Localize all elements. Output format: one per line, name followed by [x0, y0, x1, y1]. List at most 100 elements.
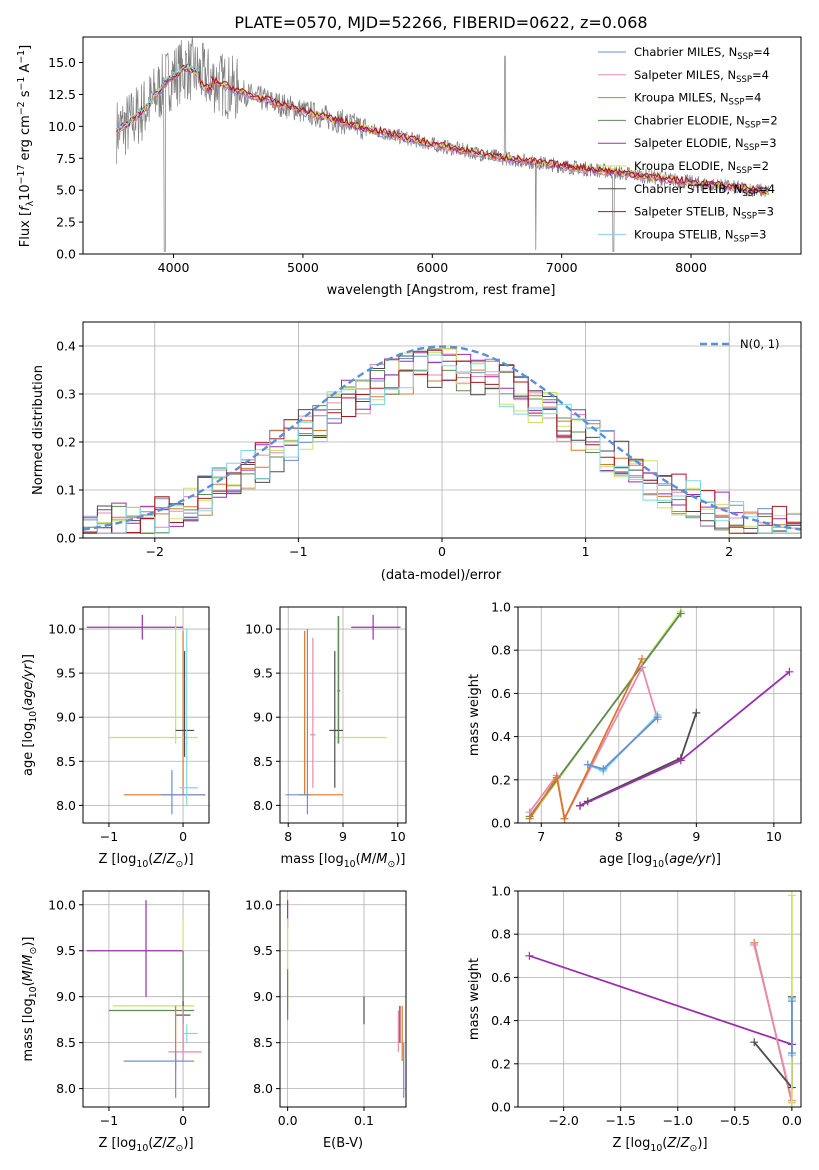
y-tick-label: 0.0 — [56, 531, 76, 546]
y-tick-label: 0.6 — [491, 970, 511, 985]
y-tick-label: 10.0 — [245, 622, 273, 637]
x-tick-label: 9 — [692, 829, 700, 844]
y-tick-label: 8.0 — [253, 798, 273, 813]
legend-label: Kroupa STELIB, NSSP=3 — [634, 227, 766, 244]
y-tick-label: 8.5 — [253, 1035, 273, 1050]
axes-frame — [517, 890, 802, 1108]
x-axis-label: Z [log10(Z/Z⊙)] — [98, 852, 193, 870]
y-tick-label: 8.0 — [56, 1081, 76, 1096]
x-tick-label: 8000 — [675, 260, 707, 275]
y-tick-label: 10.0 — [245, 897, 273, 912]
y-tick-label: 0.2 — [491, 1056, 511, 1071]
y-tick-label: 9.0 — [253, 710, 273, 725]
x-tick-label: 7 — [537, 829, 545, 844]
y-tick-label: 9.5 — [56, 943, 76, 958]
y-axis-label: mass weight — [467, 958, 482, 1040]
data-point — [787, 891, 796, 900]
y-tick-label: 15.0 — [48, 55, 76, 70]
series-line — [528, 612, 682, 818]
y-tick-label: 12.5 — [48, 87, 76, 102]
y-tick-label: 10.0 — [48, 897, 76, 912]
data-point — [787, 1098, 796, 1107]
data-point — [785, 667, 794, 676]
y-tick-label: 2.5 — [56, 215, 76, 230]
x-tick-label: 0.0 — [782, 1113, 802, 1128]
x-tick-label: 5000 — [287, 260, 319, 275]
data-point — [787, 1049, 796, 1057]
x-tick-label: −2.0 — [548, 1113, 578, 1128]
axes-frame — [82, 606, 210, 824]
x-tick-label: 4000 — [158, 260, 190, 275]
axes-mass_vs_Z: −1 0 8.0 8.5 9.0 9.5 10.0 Z [log10(Z/Z⊙)] mass [… — [21, 890, 210, 1154]
legend-label: Kroupa ELODIE, NSSP=2 — [634, 159, 769, 176]
x-tick-label: 0 — [438, 544, 446, 559]
y-tick-label: 8.5 — [56, 754, 76, 769]
plot-area — [285, 614, 401, 815]
legend-label: Salpeter MILES, NSSP=4 — [634, 68, 769, 85]
plot-area — [83, 345, 801, 534]
y-axis-label: Flux [fλ10−17 erg cm−2 s−1 A−1] — [16, 45, 36, 247]
axes-mass_weight_vs_Z: −2.0 −1.5 −1.0 −0.5 0.0 0.0 0.2 0.4 0.6 0.8 1.0 mas… — [467, 884, 802, 1155]
y-tick-label: 5.0 — [56, 183, 76, 198]
y-tick-label: 10.0 — [48, 622, 76, 637]
y-tick-label: 9.0 — [56, 989, 76, 1004]
axes-mass_vs_ebv: 0.0 0.1 8.0 8.5 9.0 9.5 10.0 E(B-V) — [245, 890, 407, 1151]
y-tick-label: 0.0 — [491, 1100, 511, 1115]
plot-area — [525, 891, 796, 1107]
y-tick-label: 1.0 — [491, 600, 511, 615]
y-tick-label: 0.4 — [56, 339, 76, 354]
x-axis-label: mass [log10(M/M⊙)] — [281, 852, 406, 870]
y-axis-label: mass [log10(M/M⊙)] — [21, 937, 39, 1062]
axes-mass_weight_vs_age: 7 8 9 10 0.0 0.2 0.4 0.6 0.8 1.0 mass weight age [l… — [467, 600, 802, 870]
axes-age_vs_Z: −1 0 8.0 8.5 9.0 9.5 10.0 Z [log10(Z/Z⊙)] age [l… — [21, 606, 210, 870]
data-point — [787, 997, 796, 1006]
y-tick-label: 7.5 — [56, 151, 76, 166]
y-tick-label: 0.1 — [56, 483, 76, 498]
y-tick-label: 9.5 — [253, 943, 273, 958]
y-tick-label: 0.2 — [491, 772, 511, 787]
y-tick-label: 0.2 — [56, 435, 76, 450]
y-tick-label: 10.0 — [48, 119, 76, 134]
x-tick-label: 2 — [725, 544, 733, 559]
y-tick-label: 0.8 — [491, 927, 511, 942]
chart-layer: 4000 5000 6000 7000 80000.02.55.07.510.012.5… — [16, 36, 802, 1155]
axes-spectrum: 4000 5000 6000 7000 8000 0.0 2.5 5.0 7.5 10.0 12.5… — [16, 36, 802, 298]
y-tick-label: 9.0 — [56, 710, 76, 725]
y-tick-label: 9.5 — [56, 666, 76, 681]
model-spectrum — [116, 66, 769, 195]
series-line — [579, 671, 790, 807]
data-point — [525, 814, 534, 823]
plot-area — [116, 37, 770, 252]
x-tick-label: 8 — [615, 829, 623, 844]
x-tick-label: 9 — [339, 829, 347, 844]
y-tick-label: 0.8 — [491, 643, 511, 658]
axes-frame — [517, 606, 802, 824]
y-axis-label: mass weight — [467, 674, 482, 756]
x-tick-label: 7000 — [546, 260, 578, 275]
histogram-step — [83, 354, 801, 534]
y-tick-label: 0.3 — [56, 387, 76, 402]
plot-area — [287, 900, 405, 1098]
x-axis-label: Z [log10(Z/Z⊙)] — [98, 1136, 193, 1154]
series-line — [528, 665, 659, 822]
x-axis-label: age [log10(age/yr)] — [599, 852, 721, 870]
y-tick-label: 0.4 — [491, 729, 511, 744]
data-point — [692, 708, 701, 717]
y-tick-label: 0.0 — [56, 247, 76, 262]
y-tick-label: 8.5 — [253, 754, 273, 769]
axes-age_vs_mass: 8 9 10 8.0 8.5 9.0 9.5 10.0 mass [log10(M/M⊙)] — [245, 606, 407, 870]
data-point — [638, 654, 647, 663]
x-tick-label: −1 — [100, 1113, 118, 1128]
x-tick-label: −2 — [146, 544, 164, 559]
data-point — [583, 760, 592, 769]
x-tick-label: 8 — [284, 829, 292, 844]
data-point — [750, 1038, 759, 1047]
axes-frame — [82, 890, 210, 1108]
legend-label: N(0, 1) — [740, 337, 780, 351]
x-tick-label: 0.0 — [278, 1113, 298, 1128]
y-tick-label: 0.6 — [491, 686, 511, 701]
x-tick-label: 1 — [582, 544, 590, 559]
y-axis-label: Normed distribution — [31, 365, 46, 495]
x-tick-label: 0 — [179, 1113, 187, 1128]
model-spectrum — [116, 65, 770, 195]
